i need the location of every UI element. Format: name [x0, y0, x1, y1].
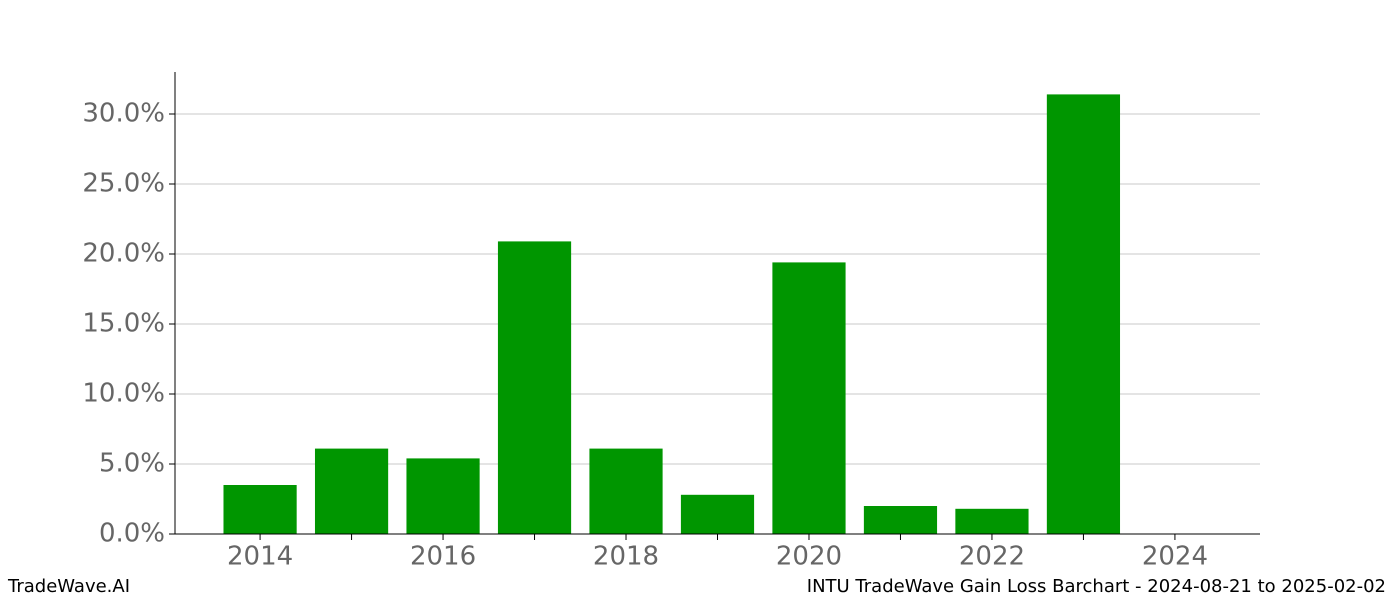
y-tick-label: 0.0%: [99, 519, 165, 549]
bar: [223, 485, 297, 534]
x-tick-label: 2014: [227, 542, 293, 572]
bar: [1046, 94, 1121, 535]
bar: [680, 494, 755, 534]
bar: [589, 448, 663, 534]
x-tick-label: 2022: [959, 542, 1025, 572]
y-tick-label: 5.0%: [99, 449, 165, 479]
y-tick-label: 30.0%: [82, 99, 165, 129]
bar: [863, 506, 938, 534]
bar: [955, 508, 1029, 534]
x-tick-label: 2024: [1142, 542, 1208, 572]
y-tick-label: 15.0%: [82, 309, 165, 339]
y-tick-label: 25.0%: [82, 169, 165, 199]
bar: [406, 458, 480, 534]
bar: [772, 262, 846, 534]
y-tick-label: 10.0%: [82, 379, 165, 409]
chart-title: INTU TradeWave Gain Loss Barchart - 2024…: [807, 576, 1386, 597]
bar: [497, 241, 572, 534]
x-tick-label: 2016: [410, 542, 476, 572]
bar: [314, 448, 389, 534]
x-tick-label: 2020: [776, 542, 842, 572]
y-tick-label: 20.0%: [82, 239, 165, 269]
brand: TradeWave.AI: [7, 576, 130, 597]
x-tick-label: 2018: [593, 542, 659, 572]
